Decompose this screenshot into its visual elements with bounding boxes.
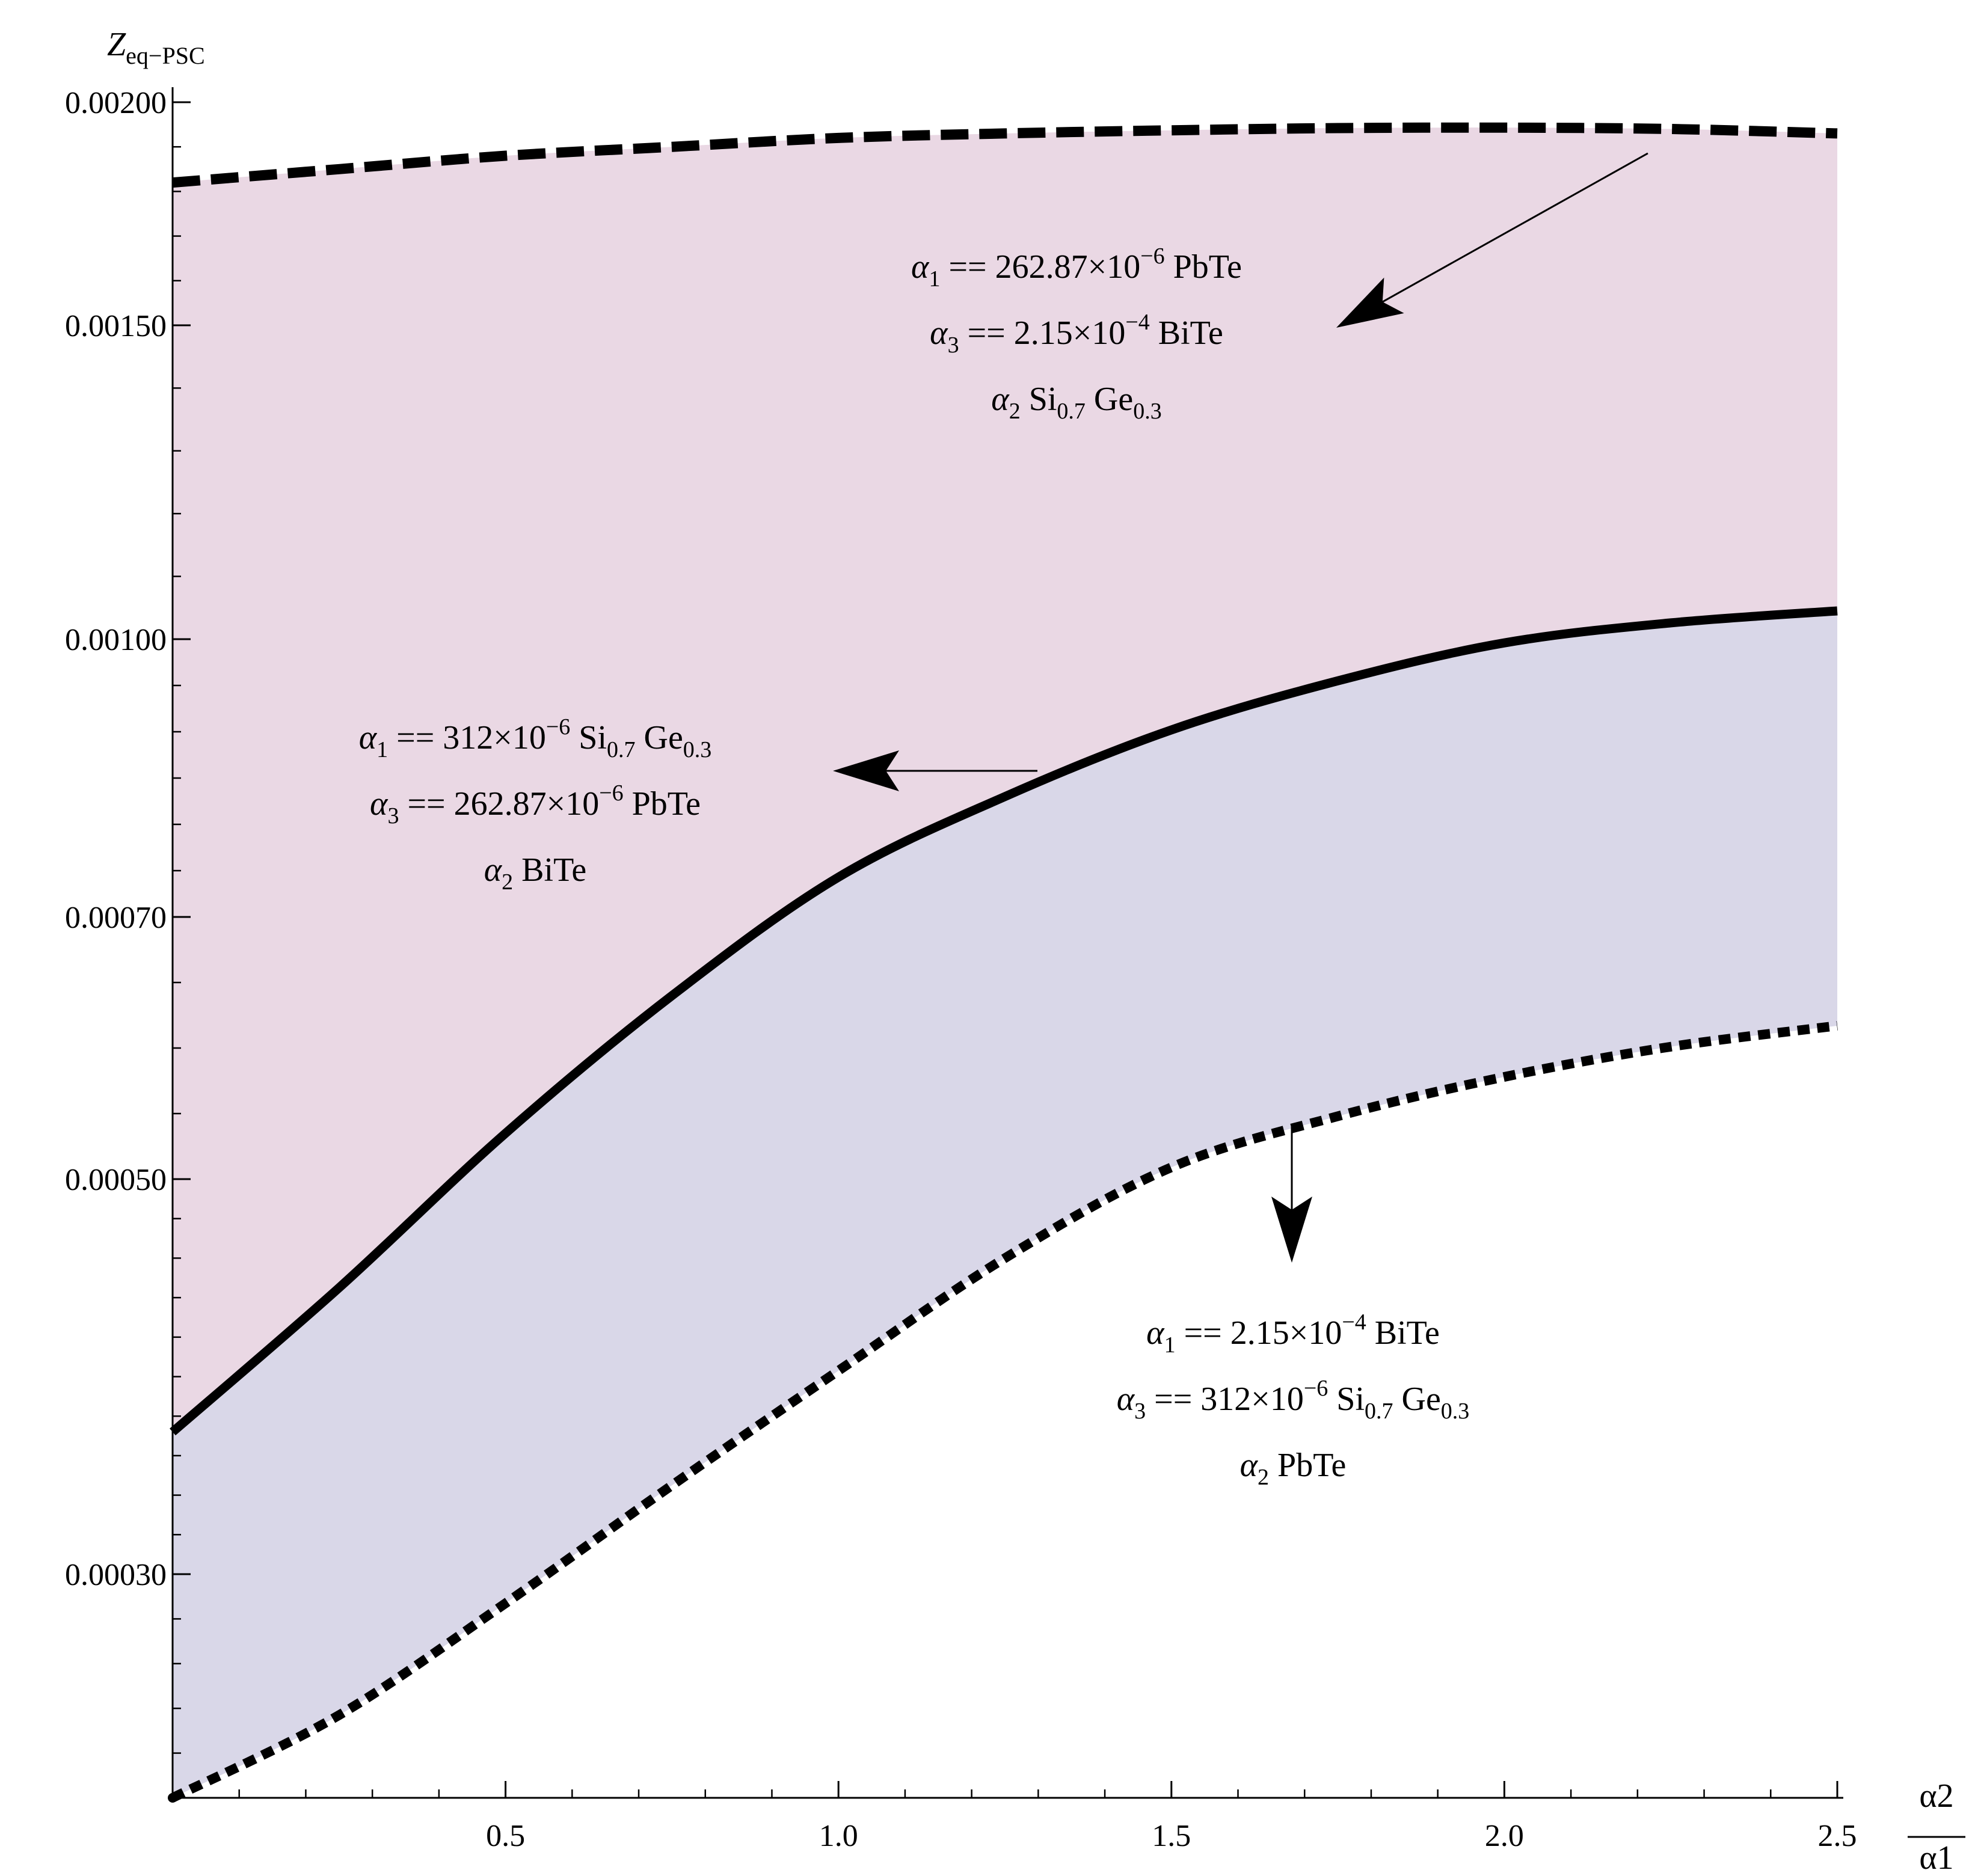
annotation-bottom-line-3: α2 PbTe <box>1240 1447 1347 1490</box>
arrow-mid-annotation <box>833 750 1037 791</box>
annotation-bottom-line-1: α1 == 2.15×10−4 BiTe <box>1146 1310 1440 1358</box>
annotation-top-line-3: α2 Si0.7 Ge0.3 <box>991 381 1161 424</box>
series-line-upper-dashed <box>172 122 1838 188</box>
axes: 0.5 1.0 1.5 2.0 2.5 0.00030 0.00050 0.00070 0.00… <box>65 86 1857 1853</box>
y-tick-label: 0.00200 <box>65 86 167 120</box>
arrow-bottom-annotation <box>1271 1126 1312 1263</box>
y-axis-title: Zeq−PSC <box>107 26 205 69</box>
fill-region-2 <box>173 611 1837 1798</box>
series-lines <box>168 122 1838 1803</box>
origin-point <box>168 1793 177 1803</box>
x-tick-label: 2.5 <box>1818 1819 1857 1853</box>
annotation-top-line-2: α3 == 2.15×10−4 BiTe <box>930 310 1223 358</box>
arrow-head <box>833 750 899 791</box>
fill-region-1 <box>173 127 1837 1432</box>
annotation-mid-line-2: α3 == 262.87×10−6 PbTe <box>370 780 701 829</box>
y-tick-label: 0.00100 <box>65 623 167 657</box>
annotation-arrows <box>833 152 1648 1263</box>
labels: α1 == 262.87×10−6 PbTe α3 == 2.15×10−4 Bi… <box>107 26 1965 1876</box>
y-tick-label: 0.00150 <box>65 309 167 343</box>
arrow-head <box>1336 277 1404 328</box>
arrow-top-annotation <box>1336 152 1648 328</box>
x-axis-title-denominator: α1 <box>1919 1839 1953 1876</box>
annotation-mid-line-1: α1 == 312×10−6 Si0.7 Ge0.3 <box>359 714 712 762</box>
annotation-top-line-1: α1 == 262.87×10−6 PbTe <box>911 244 1242 292</box>
x-tick-label: 0.5 <box>486 1819 525 1853</box>
x-tick-label: 1.0 <box>819 1819 858 1853</box>
y-tick-label: 0.00030 <box>65 1558 167 1592</box>
area-fills <box>173 127 1837 1798</box>
x-tick-label: 1.5 <box>1152 1819 1191 1853</box>
y-tick-label: 0.00050 <box>65 1163 167 1197</box>
x-axis-title-numerator: α2 <box>1919 1777 1953 1815</box>
annotation-bottom-line-2: α3 == 312×10−6 Si0.7 Ge0.3 <box>1117 1376 1470 1424</box>
series-line-middle-solid <box>170 606 1838 1436</box>
arrow-shaft <box>1382 152 1648 303</box>
x-tick-label: 2.0 <box>1485 1819 1524 1853</box>
y-tick-label: 0.00070 <box>65 901 167 935</box>
arrow-head <box>1271 1197 1312 1263</box>
annotation-mid-line-3: α2 BiTe <box>484 851 586 895</box>
